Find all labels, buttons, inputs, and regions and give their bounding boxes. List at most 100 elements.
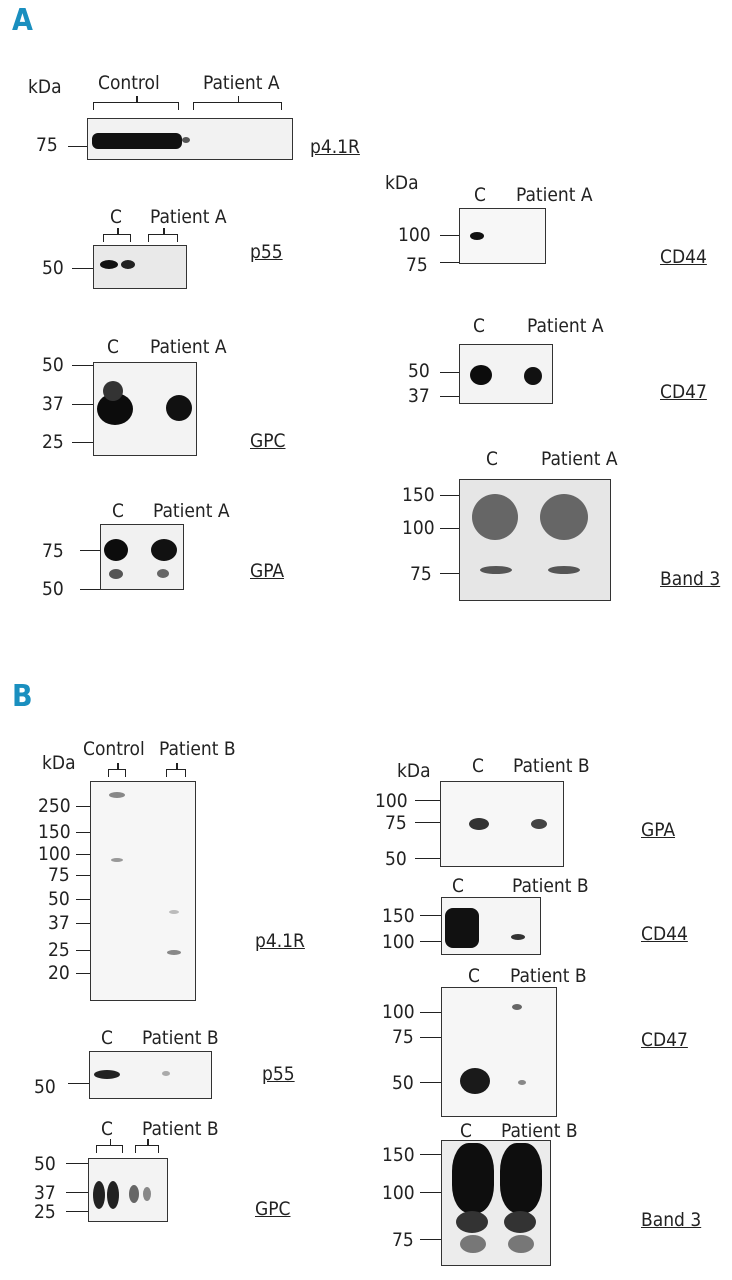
mw-tick [76, 923, 90, 924]
lane-label-control: C [474, 184, 486, 206]
mw-marker: 100 [382, 1001, 415, 1023]
band [524, 367, 542, 385]
mw-marker: 75 [392, 1026, 414, 1048]
lane-label-patient: Patient A [527, 315, 604, 337]
mw-marker: 75 [42, 540, 64, 562]
mw-tick [80, 550, 100, 551]
blot-gpc [93, 362, 197, 456]
lane-label-control: C [468, 965, 480, 987]
mw-tick [420, 941, 442, 942]
mw-marker: 25 [42, 431, 64, 453]
band [166, 395, 192, 421]
blot-gpa [440, 781, 564, 867]
kda-label: kDa [42, 752, 76, 774]
band [472, 494, 518, 540]
protein-label-gpa: GPA [250, 560, 285, 582]
mw-tick [76, 899, 90, 900]
lane-label-patient: Patient B [501, 1120, 578, 1142]
mw-marker: 150 [402, 484, 435, 506]
protein-label-cd44: CD44 [641, 923, 688, 945]
mw-marker: 50 [42, 578, 64, 600]
band [93, 1181, 105, 1209]
protein-label-cd44: CD44 [660, 246, 707, 268]
mw-marker: 50 [48, 888, 70, 910]
mw-tick [440, 235, 460, 236]
mw-tick [66, 1163, 88, 1164]
mw-tick [76, 950, 90, 951]
band [162, 1071, 170, 1076]
lane-label-control: C [452, 875, 464, 897]
band [445, 908, 479, 948]
lane-label-patient: Patient A [153, 500, 230, 522]
band [129, 1185, 139, 1203]
mw-marker: 50 [408, 360, 430, 382]
blot-band3 [459, 479, 611, 601]
mw-tick [440, 372, 460, 373]
band [518, 1080, 526, 1085]
mw-marker: 250 [38, 795, 71, 817]
mw-tick [76, 973, 90, 974]
band [504, 1211, 536, 1233]
blot-p55 [89, 1051, 212, 1099]
mw-marker: 50 [42, 257, 64, 279]
mw-marker: 25 [48, 939, 70, 961]
mw-tick [415, 800, 440, 801]
mw-marker: 75 [410, 563, 432, 585]
band [469, 818, 489, 830]
lane-label-patient: Patient B [159, 738, 236, 760]
mw-tick [72, 365, 94, 366]
protein-label-gpc: GPC [255, 1198, 291, 1220]
lane-bracket [103, 228, 131, 242]
band [167, 950, 181, 955]
protein-label-p55: p55 [262, 1063, 295, 1085]
band [109, 569, 123, 579]
lane-label-patient: Patient B [510, 965, 587, 987]
lane-label-patient: Patient B [142, 1118, 219, 1140]
mw-marker: 150 [382, 1144, 415, 1166]
protein-label-cd47: CD47 [660, 381, 707, 403]
band [470, 365, 492, 385]
kda-label: kDa [397, 760, 431, 782]
mw-tick [66, 1211, 88, 1212]
mw-marker: 75 [392, 1229, 414, 1251]
lane-label-control: C [107, 336, 119, 358]
mw-marker: 75 [385, 812, 407, 834]
protein-label-p55: p55 [250, 241, 283, 263]
mw-marker: 75 [36, 134, 58, 156]
band [508, 1235, 534, 1253]
band [107, 1181, 119, 1209]
band [143, 1187, 151, 1201]
mw-marker: 50 [34, 1153, 56, 1175]
mw-tick [72, 404, 94, 405]
lane-label-control: Control [83, 738, 145, 760]
lane-bracket [96, 1139, 123, 1153]
lane-label-control: C [486, 448, 498, 470]
band [456, 1211, 488, 1233]
mw-tick [420, 1239, 442, 1240]
band [169, 910, 179, 914]
lane-label-control: C [110, 206, 122, 228]
mw-marker: 37 [34, 1182, 56, 1204]
band [92, 133, 182, 149]
mw-marker: 100 [38, 843, 71, 865]
band [103, 381, 123, 401]
kda-label: kDa [385, 172, 419, 194]
mw-marker: 100 [402, 517, 435, 539]
blot-cd44 [441, 897, 541, 955]
mw-marker: 100 [398, 224, 431, 246]
mw-marker: 150 [38, 821, 71, 843]
band [460, 1068, 490, 1094]
mw-marker: 25 [34, 1201, 56, 1223]
mw-tick [72, 268, 94, 269]
band [540, 494, 588, 540]
mw-tick [68, 146, 88, 147]
lane-label-patient: Patient A [203, 72, 280, 94]
panel-label-b: B [12, 679, 33, 714]
blot-p55 [93, 245, 187, 289]
band [470, 232, 484, 240]
protein-label-p41r: p4.1R [255, 930, 305, 952]
mw-marker: 37 [48, 912, 70, 934]
mw-tick [76, 875, 90, 876]
band [111, 858, 123, 862]
